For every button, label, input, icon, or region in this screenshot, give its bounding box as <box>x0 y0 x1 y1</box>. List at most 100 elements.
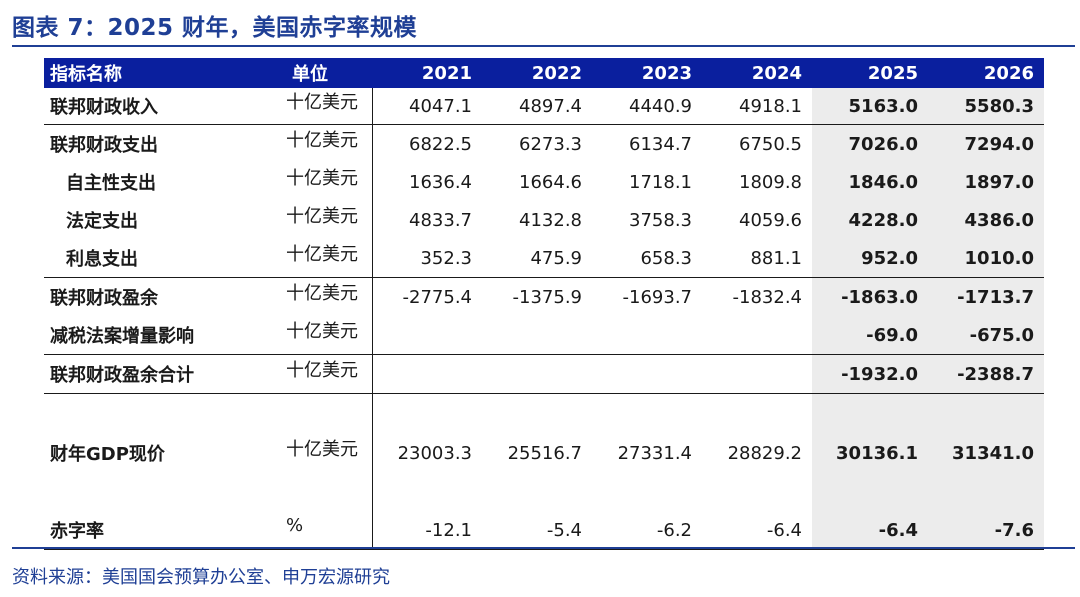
cell-2026: 5580.3 <box>928 88 1044 125</box>
row-name: 赤字率 <box>44 512 282 550</box>
cell-2022: -1375.9 <box>482 277 592 316</box>
row-name: 联邦财政支出 <box>44 124 282 163</box>
cell-2021: 4047.1 <box>409 95 472 117</box>
cell-2024: 28829.2 <box>702 393 812 512</box>
cell-2025: -1932.0 <box>812 354 928 394</box>
cell-2025: 952.0 <box>812 239 928 278</box>
header-year-2025: 2025 <box>812 58 928 88</box>
source-note: 资料来源：美国国会预算办公室、申万宏源研究 <box>12 567 390 588</box>
cell-2026: 1010.0 <box>928 239 1044 278</box>
row-unit: 十亿美元 <box>282 163 373 201</box>
table-row-revenue: 联邦财政收入 十亿美元 4047.1 4897.4 4440.9 4918.1 … <box>44 88 1044 125</box>
row-unit: 十亿美元 <box>282 354 373 394</box>
cell-2022: 1664.6 <box>519 171 582 193</box>
row-name: 利息支出 <box>66 249 138 270</box>
cell-2024: 1809.8 <box>739 171 802 193</box>
deficit-table: 指标名称 单位 2021 2022 2023 2024 2025 2026 联邦… <box>44 58 1044 550</box>
row-unit: % <box>282 512 373 550</box>
cell-2021: 4833.7 <box>409 209 472 231</box>
row-name: 减税法案增量影响 <box>50 326 194 347</box>
cell-2026: -2388.7 <box>928 354 1044 394</box>
cell-2023: 3758.3 <box>629 209 692 231</box>
table-header-row: 指标名称 单位 2021 2022 2023 2024 2025 2026 <box>44 58 1044 88</box>
cell-2022 <box>482 354 592 394</box>
cell-2021 <box>372 354 482 394</box>
row-name: 联邦财政收入 <box>50 97 158 118</box>
cell-2022: 4132.8 <box>519 209 582 231</box>
figure-title: 图表 7：2025 财年，美国赤字率规模 <box>12 15 418 41</box>
table-row-mandatory: 法定支出 十亿美元 4833.7 4132.8 3758.3 4059.6 42… <box>44 201 1044 239</box>
cell-2023: 6134.7 <box>592 124 702 163</box>
cell-2022: -5.4 <box>482 512 592 550</box>
cell-2026: 4386.0 <box>928 201 1044 239</box>
cell-2021 <box>372 316 482 355</box>
cell-2024: 6750.5 <box>702 124 812 163</box>
table-row-outlays: 联邦财政支出 十亿美元 6822.5 6273.3 6134.7 6750.5 … <box>44 124 1044 163</box>
header-name: 指标名称 <box>44 58 282 88</box>
row-unit: 十亿美元 <box>282 124 373 163</box>
cell-2023 <box>592 354 702 394</box>
cell-2026: 1897.0 <box>928 163 1044 201</box>
cell-2023: 658.3 <box>640 247 692 269</box>
cell-2022: 25516.7 <box>482 393 592 512</box>
cell-2024: -6.4 <box>702 512 812 550</box>
row-unit: 十亿美元 <box>282 393 373 512</box>
cell-2022: 6273.3 <box>482 124 592 163</box>
cell-2023: 1718.1 <box>629 171 692 193</box>
table-row-gdp: 财年GDP现价 十亿美元 23003.3 25516.7 27331.4 288… <box>44 393 1044 512</box>
header-year-2021: 2021 <box>372 58 482 88</box>
cell-2025: 5163.0 <box>812 88 928 125</box>
cell-2022: 4897.4 <box>519 95 582 117</box>
row-unit: 十亿美元 <box>282 88 373 125</box>
cell-2021: 6822.5 <box>372 124 482 163</box>
row-unit: 十亿美元 <box>282 277 373 316</box>
cell-2022 <box>482 316 592 355</box>
cell-2023 <box>592 316 702 355</box>
cell-2026: 31341.0 <box>928 393 1044 512</box>
header-year-2024: 2024 <box>702 58 812 88</box>
cell-2021: 23003.3 <box>372 393 482 512</box>
header-year-2026: 2026 <box>928 58 1044 88</box>
row-name: 法定支出 <box>66 211 138 232</box>
table-row-tax-cut-impact: 减税法案增量影响 十亿美元 -69.0 -675.0 <box>44 316 1044 355</box>
cell-2023: -1693.7 <box>592 277 702 316</box>
cell-2024 <box>702 354 812 394</box>
cell-2025: 7026.0 <box>812 124 928 163</box>
cell-2021: -2775.4 <box>372 277 482 316</box>
table-row-surplus: 联邦财政盈余 十亿美元 -2775.4 -1375.9 -1693.7 -183… <box>44 277 1044 316</box>
cell-2024: 4059.6 <box>739 209 802 231</box>
table-row-discretionary: 自主性支出 十亿美元 1636.4 1664.6 1718.1 1809.8 1… <box>44 163 1044 201</box>
row-name: 财年GDP现价 <box>44 393 282 512</box>
source-divider <box>12 547 1075 549</box>
row-unit: 十亿美元 <box>282 316 373 355</box>
cell-2026: -1713.7 <box>928 277 1044 316</box>
cell-2023: -6.2 <box>592 512 702 550</box>
cell-2021: 352.3 <box>420 247 472 269</box>
row-name: 联邦财政盈余合计 <box>44 354 282 394</box>
cell-2021: -12.1 <box>372 512 482 550</box>
deficit-table-container: 指标名称 单位 2021 2022 2023 2024 2025 2026 联邦… <box>44 58 1044 550</box>
header-year-2022: 2022 <box>482 58 592 88</box>
cell-2025: 4228.0 <box>812 201 928 239</box>
header-unit: 单位 <box>282 58 372 88</box>
cell-2023: 27331.4 <box>592 393 702 512</box>
cell-2024: 4918.1 <box>739 95 802 117</box>
row-unit: 十亿美元 <box>282 239 373 278</box>
row-unit: 十亿美元 <box>282 201 373 239</box>
cell-2024 <box>702 316 812 355</box>
cell-2025: -69.0 <box>812 316 928 355</box>
cell-2025: -1863.0 <box>812 277 928 316</box>
row-name: 联邦财政盈余 <box>44 277 282 316</box>
table-row-interest: 利息支出 十亿美元 352.3 475.9 658.3 881.1 952.0 … <box>44 239 1044 278</box>
cell-2024: 881.1 <box>750 247 802 269</box>
table-row-deficit-ratio: 赤字率 % -12.1 -5.4 -6.2 -6.4 -6.4 -7.6 <box>44 512 1044 550</box>
header-year-2023: 2023 <box>592 58 702 88</box>
cell-2021: 1636.4 <box>409 171 472 193</box>
cell-2025: -6.4 <box>812 512 928 550</box>
cell-2026: -7.6 <box>928 512 1044 550</box>
table-row-surplus-total: 联邦财政盈余合计 十亿美元 -1932.0 -2388.7 <box>44 354 1044 394</box>
cell-2023: 4440.9 <box>629 95 692 117</box>
row-name: 自主性支出 <box>66 173 156 194</box>
cell-2025: 30136.1 <box>812 393 928 512</box>
cell-2025: 1846.0 <box>812 163 928 201</box>
